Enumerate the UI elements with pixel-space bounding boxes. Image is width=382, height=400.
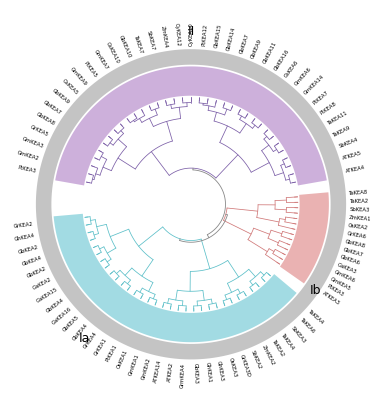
- Text: GmKEA2: GmKEA2: [141, 356, 151, 380]
- Text: SbKEA3: SbKEA3: [350, 207, 370, 212]
- Text: TaKEA2: TaKEA2: [271, 339, 285, 358]
- Text: TaKEA7: TaKEA7: [133, 35, 143, 54]
- Text: GmKEA1: GmKEA1: [128, 353, 140, 376]
- Text: TaKEA9: TaKEA9: [333, 125, 352, 138]
- Text: GbKEA10: GbKEA10: [117, 35, 131, 59]
- Text: GhKEA4: GhKEA4: [15, 233, 36, 242]
- Text: OsKEA1: OsKEA1: [117, 348, 129, 369]
- Text: GbKEA2: GbKEA2: [17, 244, 39, 254]
- Text: GmKEA2: GmKEA2: [16, 150, 40, 162]
- Text: ZmKEA4: ZmKEA4: [160, 25, 168, 48]
- Text: GbKEA8: GbKEA8: [345, 239, 366, 249]
- Text: GaKEA15: GaKEA15: [35, 287, 58, 304]
- Text: TaKEA4: TaKEA4: [307, 308, 325, 325]
- Text: SbKEA2: SbKEA2: [250, 350, 262, 370]
- Text: GhKEA1: GhKEA1: [204, 362, 212, 383]
- Text: ATKEA4: ATKEA4: [346, 165, 366, 174]
- Text: SbKEA7: SbKEA7: [146, 30, 156, 51]
- Text: GbKEA9: GbKEA9: [251, 38, 263, 59]
- Text: GmKEA6: GmKEA6: [333, 270, 356, 284]
- Text: II: II: [188, 26, 194, 38]
- Text: ATKEA5: ATKEA5: [342, 151, 363, 162]
- Text: CyKEA10: CyKEA10: [188, 22, 194, 46]
- Polygon shape: [280, 192, 329, 284]
- Text: GbKEA4: GbKEA4: [21, 255, 42, 267]
- Text: TaKEA2: TaKEA2: [350, 198, 369, 204]
- Text: ATKEA2: ATKEA2: [167, 362, 174, 382]
- Text: GrKEA1: GrKEA1: [94, 337, 108, 356]
- Text: GmKEA7: GmKEA7: [92, 49, 109, 71]
- Text: PtKEA12: PtKEA12: [201, 24, 208, 46]
- Polygon shape: [55, 66, 327, 186]
- Text: GbKEA7: GbKEA7: [342, 247, 364, 258]
- Text: GsKEA6: GsKEA6: [284, 59, 300, 79]
- Text: GmKEA6: GmKEA6: [294, 66, 312, 87]
- Text: GmKEA5: GmKEA5: [330, 277, 352, 292]
- Text: GbKEA4: GbKEA4: [45, 297, 65, 313]
- Text: Ib: Ib: [309, 284, 321, 297]
- Text: GrKEA4: GrKEA4: [83, 330, 99, 349]
- Text: GbKEA3: GbKEA3: [193, 363, 198, 384]
- Polygon shape: [53, 214, 297, 342]
- Text: PtKEA1: PtKEA1: [105, 343, 118, 362]
- Text: GbKEA7: GbKEA7: [239, 33, 250, 54]
- Text: GaKEA3: GaKEA3: [337, 262, 358, 275]
- Text: ZmKEA2: ZmKEA2: [261, 345, 275, 367]
- Text: GrKEA6: GrKEA6: [346, 231, 367, 240]
- Text: GbKEA8: GbKEA8: [35, 112, 55, 126]
- Text: GbKEA6: GbKEA6: [340, 254, 361, 266]
- Text: ATKEA14: ATKEA14: [153, 360, 163, 384]
- Text: GaKEA2: GaKEA2: [32, 277, 52, 291]
- Text: GbKEA16: GbKEA16: [273, 48, 290, 71]
- Text: GbKEA4: GbKEA4: [72, 323, 89, 342]
- Text: GrmKEA4: GrmKEA4: [180, 362, 186, 388]
- Text: PtKEA5: PtKEA5: [83, 60, 98, 79]
- Text: ATKEA3: ATKEA3: [321, 291, 340, 306]
- Polygon shape: [36, 49, 346, 360]
- Polygon shape: [160, 173, 222, 235]
- Text: GrKEA5: GrKEA5: [29, 124, 49, 138]
- Text: TaKEA4: TaKEA4: [281, 332, 296, 351]
- Text: GbKEA9: GbKEA9: [51, 88, 70, 105]
- Text: TaKEA11: TaKEA11: [327, 110, 349, 126]
- Text: GaKEA16: GaKEA16: [51, 306, 73, 326]
- Text: GsKEA5: GsKEA5: [61, 78, 79, 96]
- Text: GrKEA3D: GrKEA3D: [239, 354, 251, 378]
- Text: GbKEA11: GbKEA11: [262, 41, 278, 65]
- Text: TaKEA8: TaKEA8: [349, 190, 369, 196]
- Text: GbKEA2: GbKEA2: [26, 266, 47, 279]
- Text: SbKEA3: SbKEA3: [290, 325, 307, 344]
- Text: Ia: Ia: [78, 332, 90, 345]
- Text: ZmKEA1: ZmKEA1: [349, 215, 372, 222]
- Text: GbKEA7: GbKEA7: [42, 100, 62, 116]
- Text: GbKEA14: GbKEA14: [226, 26, 237, 51]
- Text: GbKEA15: GbKEA15: [214, 23, 223, 48]
- Text: OsKEA3: OsKEA3: [227, 358, 237, 378]
- Text: PtKEA7: PtKEA7: [312, 90, 329, 105]
- Text: GsKEA10: GsKEA10: [105, 42, 120, 65]
- Text: SbKEA4: SbKEA4: [338, 137, 359, 149]
- Text: PtKEA8: PtKEA8: [320, 101, 338, 116]
- Text: OsKEA2: OsKEA2: [348, 223, 369, 231]
- Text: CyKEA12: CyKEA12: [174, 22, 181, 46]
- Text: GmKEA14: GmKEA14: [303, 74, 325, 96]
- Text: GbKEA5: GbKEA5: [62, 315, 81, 333]
- Text: GmKEA9: GmKEA9: [70, 66, 88, 87]
- Text: PtKEA3: PtKEA3: [325, 284, 344, 298]
- Text: GrKEA2: GrKEA2: [14, 221, 34, 228]
- Text: TaKEA6: TaKEA6: [299, 317, 316, 334]
- Text: GmKEA3: GmKEA3: [21, 136, 44, 149]
- Text: PtKEA3: PtKEA3: [17, 165, 36, 174]
- Text: GhKEA3: GhKEA3: [216, 360, 225, 382]
